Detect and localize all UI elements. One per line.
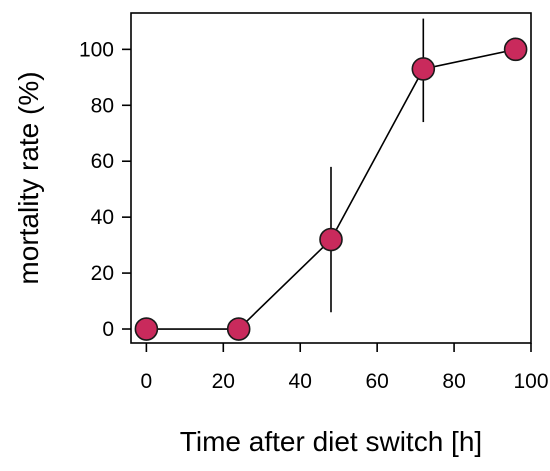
x-tick-label: 60 <box>365 370 388 393</box>
y-axis: 0 20 40 60 80 100 <box>79 38 131 341</box>
x-tick-label: 40 <box>289 370 312 393</box>
plot-frame <box>130 12 532 344</box>
y-tick-label: 100 <box>79 38 114 61</box>
data-point <box>134 317 159 341</box>
y-tick-label: 0 <box>102 318 114 341</box>
y-tick-label: 40 <box>91 206 114 229</box>
data-point <box>226 317 251 341</box>
x-axis-label: Time after diet switch [h] <box>180 426 482 457</box>
data-series <box>134 18 528 341</box>
y-tick-label: 60 <box>91 150 114 173</box>
x-tick-label: 100 <box>513 370 548 393</box>
data-point <box>319 227 343 252</box>
x-axis: 0 20 40 60 80 100 <box>141 343 549 393</box>
y-axis-label: mortality rate (%) <box>13 71 44 284</box>
data-point <box>503 37 528 62</box>
data-point <box>411 57 436 81</box>
x-tick-label: 0 <box>141 370 153 393</box>
x-tick-label: 80 <box>442 370 465 393</box>
x-tick-label: 20 <box>212 370 235 393</box>
y-tick-label: 20 <box>91 262 114 285</box>
y-tick-label: 80 <box>91 94 114 117</box>
